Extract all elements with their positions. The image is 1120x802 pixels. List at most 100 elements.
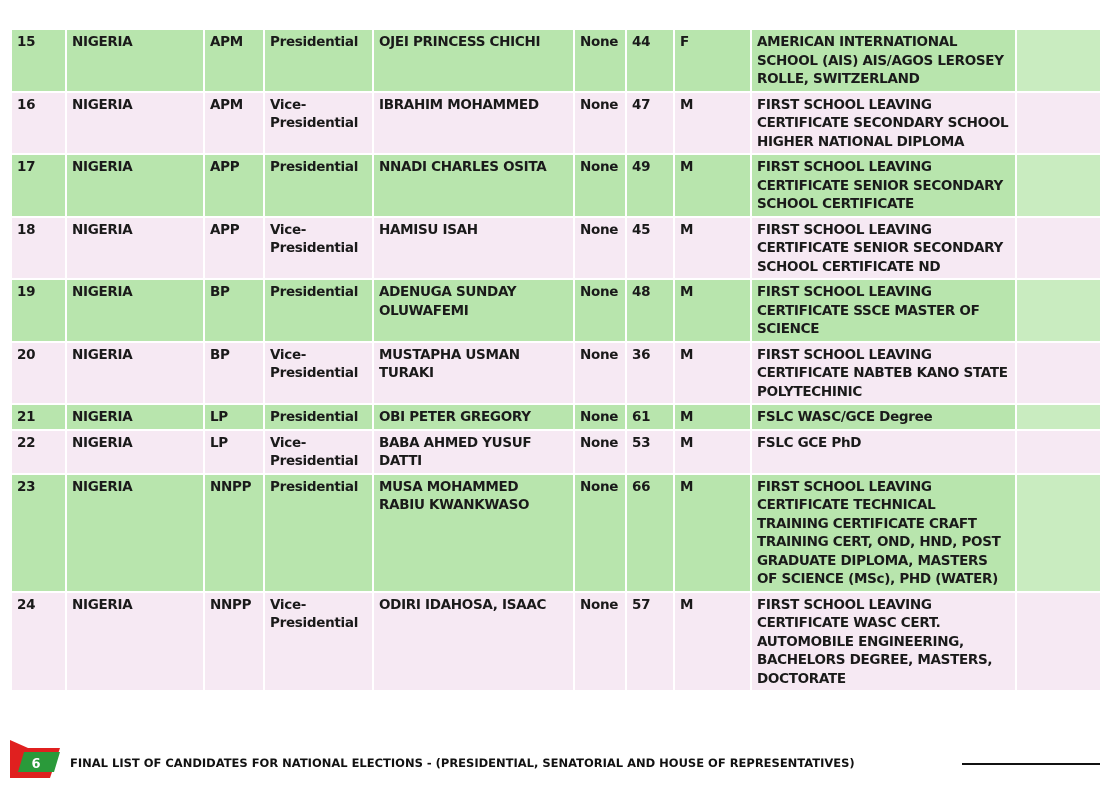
cell-candidate-name: NNADI CHARLES OSITA bbox=[372, 153, 575, 218]
cell-age: 57 bbox=[625, 590, 675, 692]
table-row: 15 NIGERIA APM Presidential OJEI PRINCESS CH… bbox=[10, 28, 1102, 93]
cell-country: NIGERIA bbox=[65, 428, 205, 475]
cell-gender: M bbox=[673, 340, 752, 405]
cell-empty bbox=[1015, 403, 1102, 431]
cell-serial: 21 bbox=[10, 403, 67, 431]
cell-empty bbox=[1015, 472, 1102, 593]
cell-qualification: FIRST SCHOOL LEAVING CERTIFICATE SENIOR … bbox=[750, 153, 1017, 218]
cell-party: LP bbox=[203, 403, 265, 431]
cell-pwd: None bbox=[573, 28, 627, 93]
cell-serial: 18 bbox=[10, 215, 67, 280]
cell-gender: F bbox=[673, 28, 752, 93]
cell-country: NIGERIA bbox=[65, 90, 205, 155]
cell-serial: 15 bbox=[10, 28, 67, 93]
cell-qualification: FIRST SCHOOL LEAVING CERTIFICATE WASC CE… bbox=[750, 590, 1017, 692]
cell-serial: 24 bbox=[10, 590, 67, 692]
cell-age: 61 bbox=[625, 403, 675, 431]
cell-qualification: FSLC WASC/GCE Degree bbox=[750, 403, 1017, 431]
table-row: 24 NIGERIA NNPP Vice-Presidential ODIRI IDAH… bbox=[10, 590, 1102, 692]
cell-age: 66 bbox=[625, 472, 675, 593]
cell-position: Vice-Presidential bbox=[263, 340, 374, 405]
cell-position: Vice-Presidential bbox=[263, 90, 374, 155]
cell-party: NNPP bbox=[203, 472, 265, 593]
cell-qualification: FIRST SCHOOL LEAVING CERTIFICATE SENIOR … bbox=[750, 215, 1017, 280]
cell-position: Presidential bbox=[263, 403, 374, 431]
cell-pwd: None bbox=[573, 428, 627, 475]
cell-position: Vice-Presidential bbox=[263, 215, 374, 280]
cell-country: NIGERIA bbox=[65, 215, 205, 280]
cell-country: NIGERIA bbox=[65, 590, 205, 692]
cell-empty bbox=[1015, 28, 1102, 93]
table-row: 16 NIGERIA APM Vice-Presidential IBRAHIM MOH… bbox=[10, 90, 1102, 155]
cell-candidate-name: ADENUGA SUNDAY OLUWAFEMI bbox=[372, 278, 575, 343]
cell-serial: 16 bbox=[10, 90, 67, 155]
cell-empty bbox=[1015, 153, 1102, 218]
cell-pwd: None bbox=[573, 278, 627, 343]
cell-gender: M bbox=[673, 428, 752, 475]
cell-position: Presidential bbox=[263, 472, 374, 593]
cell-empty bbox=[1015, 428, 1102, 475]
table-row: 21 NIGERIA LP Presidential OBI PETER GREGORY… bbox=[10, 403, 1102, 431]
cell-pwd: None bbox=[573, 472, 627, 593]
cell-age: 36 bbox=[625, 340, 675, 405]
cell-party: BP bbox=[203, 278, 265, 343]
cell-position: Vice-Presidential bbox=[263, 428, 374, 475]
cell-empty bbox=[1015, 90, 1102, 155]
cell-candidate-name: OBI PETER GREGORY bbox=[372, 403, 575, 431]
cell-country: NIGERIA bbox=[65, 340, 205, 405]
cell-pwd: None bbox=[573, 340, 627, 405]
candidates-table: 15 NIGERIA APM Presidential OJEI PRINCESS CH… bbox=[10, 28, 1102, 692]
cell-party: APP bbox=[203, 215, 265, 280]
cell-serial: 23 bbox=[10, 472, 67, 593]
cell-serial: 19 bbox=[10, 278, 67, 343]
cell-qualification: FIRST SCHOOL LEAVING CERTIFICATE NABTEB … bbox=[750, 340, 1017, 405]
cell-position: Vice-Presidential bbox=[263, 590, 374, 692]
cell-candidate-name: OJEI PRINCESS CHICHI bbox=[372, 28, 575, 93]
cell-pwd: None bbox=[573, 90, 627, 155]
cell-gender: M bbox=[673, 153, 752, 218]
cell-party: NNPP bbox=[203, 590, 265, 692]
cell-country: NIGERIA bbox=[65, 472, 205, 593]
cell-age: 48 bbox=[625, 278, 675, 343]
cell-country: NIGERIA bbox=[65, 278, 205, 343]
cell-candidate-name: MUSTAPHA USMAN TURAKI bbox=[372, 340, 575, 405]
cell-gender: M bbox=[673, 278, 752, 343]
cell-pwd: None bbox=[573, 590, 627, 692]
cell-gender: M bbox=[673, 590, 752, 692]
table-row: 22 NIGERIA LP Vice-Presidential BABA AHMED Y… bbox=[10, 428, 1102, 475]
page-footer: 6 FINAL LIST OF CANDIDATES FOR NATIONAL … bbox=[10, 740, 1100, 780]
flag-logo-icon: 6 bbox=[10, 740, 60, 778]
cell-gender: M bbox=[673, 215, 752, 280]
cell-candidate-name: HAMISU ISAH bbox=[372, 215, 575, 280]
cell-position: Presidential bbox=[263, 28, 374, 93]
cell-gender: M bbox=[673, 472, 752, 593]
table-row: 18 NIGERIA APP Vice-Presidential HAMISU ISAH… bbox=[10, 215, 1102, 280]
cell-party: BP bbox=[203, 340, 265, 405]
cell-pwd: None bbox=[573, 153, 627, 218]
cell-position: Presidential bbox=[263, 278, 374, 343]
cell-candidate-name: MUSA MOHAMMED RABIU KWANKWASO bbox=[372, 472, 575, 593]
cell-party: APP bbox=[203, 153, 265, 218]
page-number: 6 bbox=[31, 757, 40, 772]
cell-position: Presidential bbox=[263, 153, 374, 218]
cell-gender: M bbox=[673, 403, 752, 431]
cell-serial: 20 bbox=[10, 340, 67, 405]
cell-qualification: AMERICAN INTERNATIONAL SCHOOL (AIS) AIS/… bbox=[750, 28, 1017, 93]
cell-candidate-name: IBRAHIM MOHAMMED bbox=[372, 90, 575, 155]
table-row: 17 NIGERIA APP Presidential NNADI CHARLES OS… bbox=[10, 153, 1102, 218]
footer-rule bbox=[962, 763, 1100, 765]
table-row: 23 NIGERIA NNPP Presidential MUSA MOHAMMED R… bbox=[10, 472, 1102, 593]
cell-age: 44 bbox=[625, 28, 675, 93]
cell-qualification: FSLC GCE PhD bbox=[750, 428, 1017, 475]
cell-qualification: FIRST SCHOOL LEAVING CERTIFICATE SSCE MA… bbox=[750, 278, 1017, 343]
cell-serial: 17 bbox=[10, 153, 67, 218]
cell-gender: M bbox=[673, 90, 752, 155]
cell-empty bbox=[1015, 340, 1102, 405]
cell-country: NIGERIA bbox=[65, 403, 205, 431]
cell-age: 53 bbox=[625, 428, 675, 475]
cell-qualification: FIRST SCHOOL LEAVING CERTIFICATE SECONDA… bbox=[750, 90, 1017, 155]
cell-empty bbox=[1015, 278, 1102, 343]
cell-serial: 22 bbox=[10, 428, 67, 475]
cell-country: NIGERIA bbox=[65, 153, 205, 218]
cell-candidate-name: ODIRI IDAHOSA, ISAAC bbox=[372, 590, 575, 692]
